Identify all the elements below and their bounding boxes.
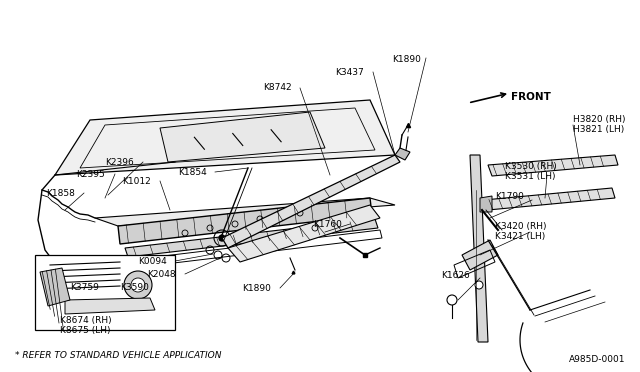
Text: FRONT: FRONT xyxy=(511,92,551,102)
Text: K1012: K1012 xyxy=(122,177,151,186)
Polygon shape xyxy=(55,100,395,175)
Text: K0094: K0094 xyxy=(138,257,167,266)
Text: K1858: K1858 xyxy=(46,189,75,198)
Text: K3590: K3590 xyxy=(120,283,149,292)
Text: H3820 (RH)
H3821 (LH): H3820 (RH) H3821 (LH) xyxy=(573,115,625,134)
Polygon shape xyxy=(480,196,492,212)
Text: K1890: K1890 xyxy=(392,55,421,64)
Circle shape xyxy=(447,295,457,305)
Text: K1626: K1626 xyxy=(441,271,470,280)
Text: K3759: K3759 xyxy=(70,283,99,292)
Text: K3437: K3437 xyxy=(335,68,364,77)
Text: K2395: K2395 xyxy=(76,170,105,179)
Polygon shape xyxy=(395,148,410,160)
Circle shape xyxy=(219,235,225,241)
Text: K2048: K2048 xyxy=(147,270,175,279)
Polygon shape xyxy=(484,188,615,210)
Polygon shape xyxy=(228,205,380,262)
Text: K1854: K1854 xyxy=(178,168,207,177)
Polygon shape xyxy=(118,198,372,244)
Polygon shape xyxy=(40,268,70,306)
Text: K1790: K1790 xyxy=(495,192,524,201)
Polygon shape xyxy=(160,112,325,162)
Text: K1760: K1760 xyxy=(313,220,342,229)
Text: A985D-0001: A985D-0001 xyxy=(568,355,625,364)
Polygon shape xyxy=(95,198,395,226)
Polygon shape xyxy=(125,219,378,257)
Text: K1890: K1890 xyxy=(242,284,271,293)
Polygon shape xyxy=(462,240,498,270)
Circle shape xyxy=(475,281,483,289)
Polygon shape xyxy=(488,155,618,176)
Polygon shape xyxy=(222,155,400,248)
Bar xyxy=(35,255,175,330)
Text: K3420 (RH)
K3421 (LH): K3420 (RH) K3421 (LH) xyxy=(495,222,547,241)
Text: K3530 (RH)
K3531 (LH): K3530 (RH) K3531 (LH) xyxy=(505,162,557,182)
Text: K2396: K2396 xyxy=(105,158,134,167)
Polygon shape xyxy=(470,155,488,342)
Circle shape xyxy=(124,271,152,299)
Text: * REFER TO STANDARD VEHICLE APPLICATION: * REFER TO STANDARD VEHICLE APPLICATION xyxy=(15,351,221,360)
Polygon shape xyxy=(65,298,155,314)
Text: K8742: K8742 xyxy=(263,83,292,92)
Circle shape xyxy=(131,278,145,292)
Text: K8674 (RH)
K8675 (LH): K8674 (RH) K8675 (LH) xyxy=(60,316,111,336)
